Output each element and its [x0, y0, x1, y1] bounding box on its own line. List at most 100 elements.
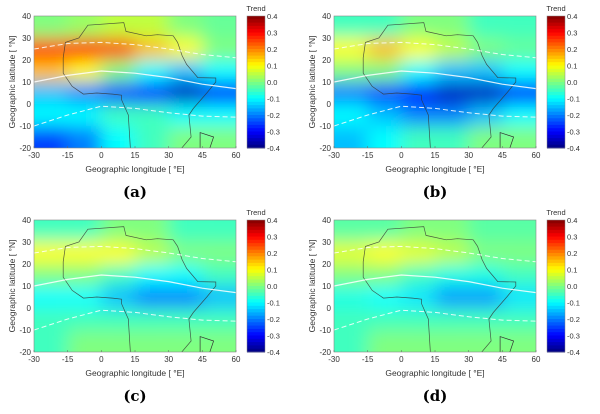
colorbar-segment	[547, 295, 565, 300]
colorbar-tick-label: -0.1	[567, 299, 580, 308]
heatmap-cell	[367, 38, 402, 60]
colorbar-tick-label: 0.1	[267, 62, 277, 71]
colorbar-frame	[546, 219, 566, 353]
heatmap-cell	[502, 242, 536, 264]
colorbar-segment	[247, 52, 265, 57]
heatmap-cell	[135, 308, 169, 330]
colorbar-tick-label: -0.3	[267, 128, 280, 137]
colorbar-segment	[247, 325, 265, 330]
trend-map-svg: -30 -15 0 15 30 45 60 40 30 20 10 0 -10 -20 Geographic…	[7, 208, 280, 405]
heatmap-cell	[101, 220, 135, 242]
colorbar-segment	[247, 299, 265, 303]
colorbar-tick-label: 0.1	[267, 266, 277, 275]
heatmap-cell	[435, 104, 469, 126]
colorbar-tick-label: -0.4	[267, 348, 280, 357]
colorbar-segment	[247, 229, 265, 234]
colorbar-segment	[547, 134, 565, 139]
trend-map-svg: -30 -15 0 15 30 45 60 40 30 20 10 0 -10 -20 Geographic…	[307, 208, 580, 405]
heatmap-cell	[468, 220, 503, 242]
heatmap-cell	[502, 16, 536, 38]
colorbar-segment	[547, 226, 565, 231]
y-axis-label: Geographic latitude [ °N]	[7, 240, 17, 333]
colorbar-segment	[547, 322, 565, 327]
colorbar-tick-label: 0.3	[567, 29, 577, 38]
colorbar-segment	[247, 25, 265, 30]
heatmap-cell	[502, 38, 536, 60]
y-tick-label: -10	[19, 122, 31, 131]
colorbar-segment	[247, 246, 265, 251]
heatmap-cell	[34, 126, 68, 148]
colorbar-segment	[547, 39, 565, 43]
colorbar-tick-label: 0.2	[267, 249, 277, 258]
heatmap-cell	[34, 242, 68, 264]
heatmap-cell	[334, 82, 368, 104]
heatmap-cell	[435, 286, 469, 308]
heatmap-cell	[401, 60, 435, 82]
heatmap-cell	[67, 308, 102, 330]
colorbar-segment	[247, 226, 265, 231]
colorbar-segment	[247, 141, 265, 146]
heatmap-cell	[435, 330, 469, 352]
dashed-white-line-north	[334, 41, 536, 59]
colorbar-segment	[547, 95, 565, 99]
colorbar-segment	[247, 108, 265, 113]
heatmap-cell	[334, 104, 368, 126]
colorbar-segment	[247, 312, 265, 317]
heatmap-cell	[34, 82, 68, 104]
x-tick-label: 0	[399, 151, 404, 160]
colorbar-segment	[247, 98, 265, 103]
colorbar-segment	[247, 91, 265, 96]
solid-white-line	[334, 70, 536, 90]
x-tick-label: 0	[99, 151, 104, 160]
panel-label-a: (a)	[123, 183, 147, 201]
colorbar-segment	[247, 16, 265, 20]
heatmap-cell	[34, 330, 68, 352]
heatmap-cell	[202, 330, 236, 352]
heatmap-cell	[135, 264, 169, 286]
colorbar-segment	[547, 279, 565, 284]
heatmap-cell	[502, 60, 536, 82]
heatmap-cell	[34, 308, 68, 330]
heatmap-cell	[367, 308, 402, 330]
heatmap-cell	[401, 220, 435, 242]
colorbar-segment	[247, 295, 265, 300]
heatmap-cell	[202, 60, 236, 82]
colorbar-segment	[547, 111, 565, 116]
heatmap-cell	[67, 38, 102, 60]
colorbar-tick-label: 0.3	[567, 233, 577, 242]
panel-label-d: (d)	[423, 387, 448, 405]
heatmap-cell	[401, 126, 435, 148]
colorbar-segment	[547, 115, 565, 119]
colorbar-segment	[247, 42, 265, 47]
colorbar-segment	[247, 262, 265, 267]
colorbar-segment	[247, 253, 265, 257]
heatmap-cell	[334, 126, 368, 148]
heatmap-cell	[101, 60, 135, 82]
colorbar-segment	[547, 256, 565, 261]
colorbar-segment	[547, 309, 565, 313]
colorbar-segment	[247, 115, 265, 119]
colorbar-segment	[547, 276, 565, 280]
colorbar-segment	[547, 239, 565, 244]
heatmap-cell	[367, 16, 402, 38]
colorbar-segment	[547, 229, 565, 234]
x-tick-label: 15	[131, 151, 140, 160]
colorbar-segment	[547, 345, 565, 350]
heatmap-cell	[101, 16, 135, 38]
x-tick-label: 60	[532, 355, 541, 364]
colorbar-segment	[547, 319, 565, 323]
colorbar-segment	[547, 68, 565, 73]
heatmap-cell	[34, 220, 68, 242]
heatmap-cell	[468, 60, 503, 82]
colorbar-title: Trend	[546, 208, 565, 217]
heatmap-cell	[468, 126, 503, 148]
colorbar-segment	[547, 302, 565, 307]
heatmap-cell	[135, 286, 169, 308]
colorbar-segment	[247, 309, 265, 313]
heatmap-cell	[334, 38, 368, 60]
y-tick-label: 10	[22, 282, 31, 291]
colorbar-segment	[247, 88, 265, 93]
colorbar-segment	[547, 108, 565, 113]
heatmap-cell	[67, 104, 102, 126]
colorbar-segment	[547, 55, 565, 60]
